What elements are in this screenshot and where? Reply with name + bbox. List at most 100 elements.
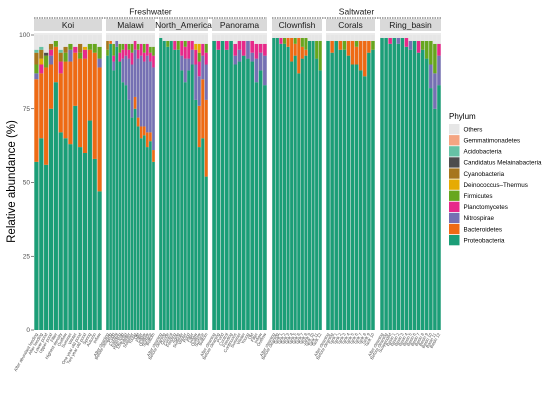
- bar-segment-firmicutes: [68, 43, 73, 50]
- bar-segment-others: [286, 35, 290, 38]
- x-tick-label: Basin 2: [389, 331, 401, 346]
- bar-segment-nitrospirae: [121, 58, 125, 83]
- bar-segment-planctomycetes: [404, 37, 409, 47]
- bar-segment-bacteroidetes: [78, 58, 83, 148]
- bar-segment-others: [78, 35, 83, 44]
- bar-segment-deinococcus-thermus: [197, 43, 201, 53]
- bar-segment-proteobacteria: [330, 52, 334, 330]
- legend-swatch: [449, 157, 460, 168]
- bar-segment-bacteroidetes: [73, 52, 78, 106]
- bar-segment-cyanobacteria: [63, 46, 68, 53]
- bar-segment-firmicutes: [121, 43, 125, 50]
- stacked-bar: [380, 35, 384, 330]
- bar-segment-bacteroidetes: [53, 46, 58, 83]
- bar-segment-firmicutes: [142, 43, 146, 53]
- bar-segment-proteobacteria: [169, 40, 173, 331]
- bar-segment-others: [124, 35, 128, 44]
- bar-segment-firmicutes: [53, 40, 58, 47]
- bar-segment-others: [204, 35, 208, 44]
- bar-segment-nitrospirae: [68, 49, 73, 62]
- bar-segment-firmicutes: [176, 40, 180, 50]
- bar-segment-bacteroidetes: [201, 79, 205, 139]
- bar-segment-firmicutes: [118, 43, 122, 53]
- bar-segment-firmicutes: [112, 43, 115, 56]
- bar-segment-proteobacteria: [127, 99, 131, 331]
- bar-segment-bacteroidetes: [44, 67, 49, 165]
- stacked-bar: [48, 35, 54, 330]
- bar-segment-proteobacteria: [229, 40, 233, 331]
- bar-segment-others: [121, 35, 125, 44]
- bar-segment-nitrospirae: [204, 64, 208, 100]
- stacked-bar: [190, 35, 194, 330]
- bar-segment-firmicutes: [300, 37, 304, 47]
- bar-segment-others: [216, 35, 221, 41]
- bar-segment-bacteroidetes: [63, 61, 68, 139]
- stacked-bar: [139, 35, 143, 330]
- legend-item-label: Firmicutes: [464, 193, 493, 200]
- bar-segment-bacteroidetes: [346, 40, 351, 56]
- x-tick-label: Tank 2: [332, 331, 343, 345]
- bar-segment-proteobacteria: [197, 147, 201, 330]
- bar-segment-nitrospirae: [187, 58, 191, 71]
- x-tick-label: Inflow: [253, 331, 263, 344]
- bar-segment-others: [315, 35, 319, 41]
- bar-segment-acidobacteria: [58, 49, 63, 53]
- bar-segment-proteobacteria: [384, 37, 388, 330]
- bar-segment-others: [127, 35, 131, 44]
- x-tick-label: Tank 7: [294, 331, 305, 345]
- y-tick-label: 75: [23, 106, 31, 113]
- bar-segment-planctomycetes: [58, 61, 63, 74]
- legend-swatch: [449, 179, 460, 190]
- bar-segment-proteobacteria: [166, 46, 170, 331]
- stacked-bar: [87, 35, 92, 330]
- bar-segment-firmicutes: [354, 40, 359, 47]
- bar-segment-others: [371, 35, 375, 41]
- y-tick-label: 100: [19, 32, 30, 39]
- y-axis: 0 25 50 75 100 Relative abundance (%): [6, 32, 34, 334]
- bar-segment-nitrospirae: [263, 55, 267, 86]
- bar-segment-planctomycetes: [39, 64, 44, 74]
- bar-segment-proteobacteria: [282, 43, 287, 330]
- stacked-bar: [330, 35, 334, 330]
- bar-segment-others: [224, 35, 229, 41]
- bar-segment-others: [246, 35, 250, 41]
- stacked-bar: [346, 35, 351, 331]
- bar-segment-planctomycetes: [183, 46, 187, 59]
- bar-segment-bacteroidetes: [293, 43, 297, 56]
- x-tick-label: Spring: [82, 331, 93, 345]
- bar-segment-proteobacteria: [412, 40, 417, 331]
- bar-segment-planctomycetes: [416, 40, 421, 53]
- bar-segment-proteobacteria: [109, 43, 112, 330]
- bar-segment-acidobacteria: [39, 46, 44, 50]
- stacked-bar: [224, 35, 229, 330]
- bar-segment-firmicutes: [92, 43, 97, 53]
- x-tick-label: Filter: [186, 332, 195, 343]
- facet-panel-bg: [326, 33, 375, 330]
- bar-segment-bacteroidetes: [109, 40, 112, 44]
- bar-segment-planctomycetes: [233, 43, 238, 56]
- bar-segment-firmicutes: [183, 40, 187, 47]
- bar-segment-proteobacteria: [112, 70, 115, 331]
- bar-segment-planctomycetes: [146, 43, 149, 56]
- stacked-bar: [293, 35, 297, 331]
- bar-segment-bacteroidetes: [297, 37, 301, 74]
- x-tick-label: Aging: [171, 331, 181, 344]
- bar-segment-proteobacteria: [290, 61, 294, 331]
- bar-segment-bacteroidetes: [68, 61, 73, 145]
- bar-segment-others: [358, 35, 363, 41]
- stacked-bar: [130, 35, 134, 330]
- bar-segment-proteobacteria: [220, 40, 225, 331]
- x-tick-label: Winter: [236, 332, 247, 346]
- bar-segment-firmicutes: [293, 37, 297, 44]
- bar-segment-proteobacteria: [363, 76, 367, 330]
- bar-segment-nitrospirae: [254, 58, 259, 83]
- bar-segment-proteobacteria: [115, 46, 119, 331]
- x-tick-label: Ozone: [159, 331, 170, 345]
- stacked-bar: [338, 35, 343, 330]
- bar-segment-proteobacteria: [121, 82, 125, 330]
- x-tick-label: Control: [218, 332, 229, 347]
- legend-swatch: [449, 124, 460, 135]
- stacked-bar: [204, 35, 208, 330]
